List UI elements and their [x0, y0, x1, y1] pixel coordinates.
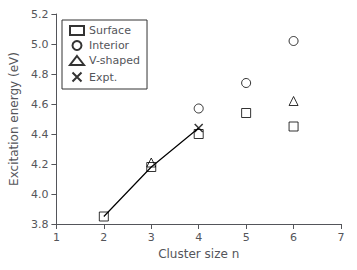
svg-text:3.8: 3.8 — [31, 218, 49, 231]
svg-text:V-shaped: V-shaped — [89, 54, 140, 67]
svg-text:6: 6 — [290, 231, 297, 244]
svg-text:Excitation energy (eV): Excitation energy (eV) — [7, 52, 21, 186]
svg-text:1: 1 — [53, 231, 60, 244]
svg-text:4.6: 4.6 — [31, 98, 49, 111]
svg-text:Cluster size n: Cluster size n — [158, 247, 239, 261]
svg-text:Surface: Surface — [89, 24, 131, 37]
svg-text:Interior: Interior — [89, 39, 130, 52]
svg-text:5: 5 — [243, 231, 250, 244]
svg-text:4.4: 4.4 — [31, 128, 49, 141]
svg-text:3: 3 — [148, 231, 155, 244]
svg-text:2: 2 — [100, 231, 107, 244]
svg-text:4.0: 4.0 — [31, 188, 49, 201]
svg-text:4.2: 4.2 — [31, 158, 49, 171]
svg-text:4.8: 4.8 — [31, 68, 49, 81]
svg-text:5.0: 5.0 — [31, 38, 49, 51]
svg-text:4: 4 — [195, 231, 202, 244]
svg-text:5.2: 5.2 — [31, 8, 49, 21]
svg-text:7: 7 — [338, 231, 345, 244]
svg-text:Expt.: Expt. — [89, 71, 117, 84]
